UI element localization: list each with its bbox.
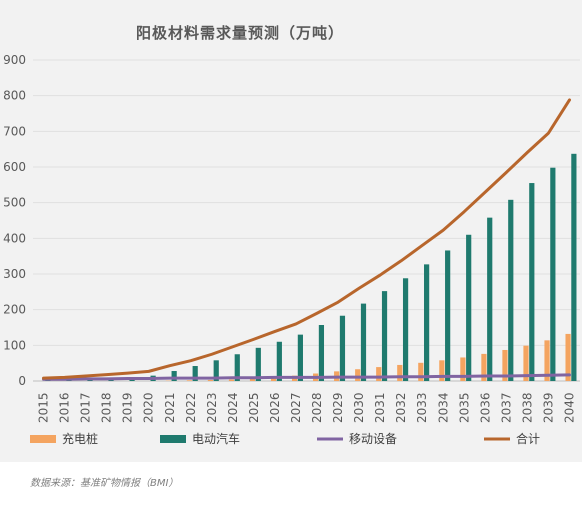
bar-ev xyxy=(402,278,409,381)
y-tick-label: 600 xyxy=(3,160,26,174)
bar-ev xyxy=(213,360,219,381)
legend-label: 移动设备 xyxy=(349,432,397,446)
x-tick-label: 2039 xyxy=(541,392,555,423)
bar-charging-pile xyxy=(523,345,529,381)
bar-charging-pile xyxy=(439,360,445,381)
bar-ev xyxy=(445,250,451,381)
source-note: 数据来源：基准矿物情报（BMI） xyxy=(30,478,179,489)
bar-charging-pile xyxy=(249,378,256,381)
bar-ev xyxy=(234,354,240,381)
x-tick-label: 2040 xyxy=(562,392,576,423)
x-tick-label: 2022 xyxy=(184,392,198,423)
bar-charging-pile xyxy=(544,340,550,381)
x-tick-label: 2020 xyxy=(142,392,156,423)
y-tick-label: 500 xyxy=(3,196,26,210)
bar-charging-pile xyxy=(397,364,403,381)
x-tick-label: 2023 xyxy=(205,392,219,423)
x-tick-label: 2024 xyxy=(226,392,240,423)
x-tick-label: 2030 xyxy=(352,392,366,423)
x-tick-label: 2037 xyxy=(499,392,513,423)
bar-ev xyxy=(424,264,430,381)
y-tick-label: 200 xyxy=(3,303,26,317)
bar-ev xyxy=(487,217,493,381)
bar-ev xyxy=(508,199,514,381)
x-tick-label: 2029 xyxy=(331,392,345,423)
y-tick-label: 700 xyxy=(3,124,26,138)
bar-charging-pile xyxy=(186,380,192,381)
x-tick-label: 2035 xyxy=(457,392,471,423)
bar-charging-pile xyxy=(502,349,508,381)
bar-ev xyxy=(571,153,577,381)
bar-charging-pile xyxy=(565,333,571,381)
y-tick-label: 900 xyxy=(3,53,26,67)
x-tick-label: 2028 xyxy=(310,392,324,423)
chart-title: 阳极材料需求量预测（万吨） xyxy=(135,24,344,42)
bar-charging-pile xyxy=(270,377,277,381)
bar-ev xyxy=(255,347,261,381)
bar-charging-pile xyxy=(418,362,424,381)
bar-ev xyxy=(318,325,325,381)
legend-label: 电动汽车 xyxy=(192,431,240,446)
bar-charging-pile xyxy=(355,369,361,381)
x-tick-label: 2034 xyxy=(436,392,450,423)
legend-swatch xyxy=(160,435,186,443)
bar-ev xyxy=(171,371,177,381)
x-tick-label: 2038 xyxy=(520,392,534,423)
x-tick-label: 2032 xyxy=(394,392,408,423)
x-tick-label: 2031 xyxy=(373,392,387,423)
bar-charging-pile xyxy=(228,379,235,381)
legend-label: 合计 xyxy=(516,431,540,446)
line-total xyxy=(42,98,571,380)
bar-charging-pile xyxy=(207,379,214,381)
legend-label: 充电桩 xyxy=(62,431,98,446)
x-tick-label: 2021 xyxy=(163,392,177,423)
bar-ev xyxy=(550,167,556,381)
bar-ev xyxy=(529,183,535,381)
x-tick-label: 2017 xyxy=(79,392,93,423)
y-tick-label: 800 xyxy=(3,89,26,103)
x-tick-label: 2015 xyxy=(37,392,51,423)
legend-swatch xyxy=(30,435,56,443)
x-tick-label: 2036 xyxy=(478,392,492,423)
y-tick-label: 300 xyxy=(3,267,26,281)
plot-background xyxy=(0,0,582,462)
y-tick-label: 0 xyxy=(18,374,26,388)
x-tick-label: 2019 xyxy=(121,392,135,423)
x-tick-label: 2025 xyxy=(247,392,261,423)
y-tick-label: 400 xyxy=(3,231,26,245)
x-tick-label: 2026 xyxy=(268,392,282,423)
y-tick-label: 100 xyxy=(3,338,26,352)
x-tick-label: 2027 xyxy=(289,392,303,423)
bar-charging-pile xyxy=(481,353,487,381)
x-tick-label: 2033 xyxy=(415,392,429,423)
bar-ev xyxy=(381,291,388,381)
bar-ev xyxy=(297,334,303,381)
bar-ev xyxy=(192,366,198,381)
line-mobile-devices xyxy=(42,373,571,381)
x-tick-label: 2016 xyxy=(58,392,72,423)
bar-charging-pile xyxy=(460,357,466,381)
bar-ev xyxy=(360,303,367,381)
bar-ev xyxy=(339,315,346,381)
x-tick-label: 2018 xyxy=(100,392,114,423)
bar-charging-pile xyxy=(376,367,382,381)
bar-ev xyxy=(276,341,282,381)
bar-ev xyxy=(466,234,472,381)
